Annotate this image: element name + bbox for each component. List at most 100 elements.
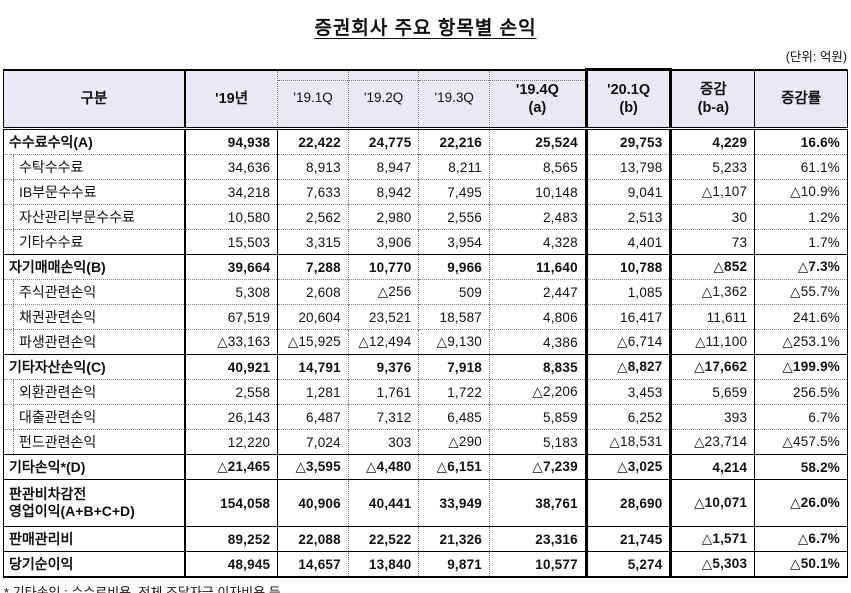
- cell-19q4-a: 23,316: [489, 526, 587, 552]
- cell-year-2019: 154,058: [184, 479, 278, 527]
- cell-19q2: △4,480: [347, 454, 419, 480]
- cell-19q3: 21,326: [418, 526, 490, 552]
- header-19q1: '19.1Q: [277, 69, 349, 130]
- row-label-cell: 수탁수수료: [3, 154, 185, 180]
- header-row: 구분 '19년 '19.1Q '19.2Q '19.3Q '19.4Q (a) …: [3, 68, 848, 130]
- cell-20q1-b: 29,753: [584, 128, 673, 155]
- cell-year-2019: 40,921: [184, 354, 278, 380]
- cell-19q3: 7,495: [418, 179, 490, 205]
- cell-19q4-a: 8,565: [489, 154, 587, 180]
- cell-year-2019: 94,938: [184, 128, 278, 155]
- table-row: 대출관련손익 26,143 6,487 7,312 6,485 5,859 6,…: [3, 404, 848, 430]
- cell-year-2019: 34,218: [184, 179, 278, 205]
- cell-20q1-b: △18,531: [584, 429, 673, 455]
- cell-19q4-a: 25,524: [489, 128, 587, 155]
- row-label-cell: 당기순이익: [3, 551, 185, 577]
- table-row: 기타자산손익(C) 40,921 14,791 9,376 7,918 8,83…: [3, 354, 848, 380]
- cell-change-b-a: △10,071: [670, 479, 755, 527]
- table-row: 주식관련손익 5,308 2,608 △256 509 2,447 1,085 …: [3, 279, 848, 305]
- header-category: 구분: [3, 69, 185, 130]
- profit-loss-table: 구분 '19년 '19.1Q '19.2Q '19.3Q '19.4Q (a) …: [3, 68, 848, 578]
- table-row: 자기매매손익(B) 39,664 7,288 10,770 9,966 11,6…: [3, 254, 848, 280]
- row-label-cell: 펀드관련손익: [3, 429, 185, 455]
- cell-change-b-a: 30: [670, 204, 755, 230]
- cell-year-2019: 34,636: [184, 154, 278, 180]
- cell-19q2: 3,906: [347, 229, 419, 255]
- row-label-cell: 기타손익*(D): [3, 454, 185, 480]
- cell-change-b-a: △5,303: [670, 551, 755, 577]
- cell-change-b-a: 4,214: [670, 454, 755, 480]
- cell-change-rate: 256.5%: [754, 379, 848, 405]
- row-label-cell: 자산관리부문수수료: [3, 204, 185, 230]
- cell-19q2: △12,494: [347, 329, 419, 355]
- cell-change-rate: 58.2%: [754, 454, 848, 480]
- cell-20q1-b: △6,714: [584, 329, 673, 355]
- row-label: 기타자산손익(C): [9, 358, 106, 375]
- footnote: * 기타손익 : 수수료비용, 전체 조달자금 이자비용 등: [4, 585, 281, 593]
- cell-19q4-a: 8,835: [489, 354, 587, 380]
- row-label: 외환관련손익: [19, 383, 97, 400]
- cell-19q2: 8,947: [347, 154, 419, 180]
- cell-19q1: 2,562: [277, 204, 349, 230]
- header-change-b-a: 증감 (b-a): [670, 69, 755, 130]
- cell-19q1: 14,657: [277, 551, 349, 577]
- cell-19q3: 6,485: [418, 404, 490, 430]
- table-row: IB부문수수료 34,218 7,633 8,942 7,495 10,148 …: [3, 179, 848, 205]
- cell-19q3: △6,151: [418, 454, 490, 480]
- cell-year-2019: △33,163: [184, 329, 278, 355]
- cell-19q3: 9,871: [418, 551, 490, 577]
- cell-20q1-b: 6,252: [584, 404, 673, 430]
- row-label: 대출관련손익: [19, 408, 97, 425]
- cell-19q1: 7,024: [277, 429, 349, 455]
- cell-change-rate: △457.5%: [754, 429, 848, 455]
- cell-19q1: 7,633: [277, 179, 349, 205]
- row-label: 자기매매손익(B): [9, 258, 106, 275]
- cell-19q2: 22,522: [347, 526, 419, 552]
- cell-change-rate: △26.0%: [754, 479, 848, 527]
- cell-19q4-a: 38,761: [489, 479, 587, 527]
- cell-year-2019: 48,945: [184, 551, 278, 577]
- cell-change-b-a: △1,362: [670, 279, 755, 305]
- cell-19q4-a: 2,447: [489, 279, 587, 305]
- row-label-cell: 대출관련손익: [3, 404, 185, 430]
- cell-19q3: 2,556: [418, 204, 490, 230]
- row-label-cell: 주식관련손익: [3, 279, 185, 305]
- row-label-cell: 기타자산손익(C): [3, 354, 185, 380]
- cell-year-2019: 67,519: [184, 304, 278, 330]
- cell-change-b-a: 4,229: [670, 128, 755, 155]
- cell-19q1: 22,088: [277, 526, 349, 552]
- table-row: 당기순이익 48,945 14,657 13,840 9,871 10,577 …: [3, 551, 848, 577]
- cell-19q4-a: 2,483: [489, 204, 587, 230]
- table-body: 수수료수익(A) 94,938 22,422 24,775 22,216 25,…: [3, 128, 848, 577]
- cell-change-rate: △199.9%: [754, 354, 848, 380]
- cell-19q4-a: 5,859: [489, 404, 587, 430]
- cell-20q1-b: 10,788: [584, 254, 673, 280]
- row-label: IB부문수수료: [19, 183, 97, 200]
- cell-year-2019: 39,664: [184, 254, 278, 280]
- cell-change-rate: 61.1%: [754, 154, 848, 180]
- cell-change-b-a: 5,659: [670, 379, 755, 405]
- row-label-cell: 기타수수료: [3, 229, 185, 255]
- header-19q3: '19.3Q: [418, 69, 490, 130]
- row-label-cell: 외환관련손익: [3, 379, 185, 405]
- cell-change-rate: 16.6%: [754, 128, 848, 155]
- cell-year-2019: 5,308: [184, 279, 278, 305]
- cell-19q4-a: 10,577: [489, 551, 587, 577]
- cell-change-b-a: △23,714: [670, 429, 755, 455]
- cell-change-rate: △10.9%: [754, 179, 848, 205]
- header-year-2019: '19년: [184, 69, 278, 130]
- cell-19q2: 8,942: [347, 179, 419, 205]
- table-row: 외환관련손익 2,558 1,281 1,761 1,722 △2,206 3,…: [3, 379, 848, 405]
- cell-19q1: 20,604: [277, 304, 349, 330]
- cell-19q4-a: 10,148: [489, 179, 587, 205]
- cell-19q4-a: 4,806: [489, 304, 587, 330]
- cell-19q2: 10,770: [347, 254, 419, 280]
- cell-20q1-b: 1,085: [584, 279, 673, 305]
- table-row: 판관비차감전 영업이익(A+B+C+D) 154,058 40,906 40,4…: [3, 479, 848, 527]
- cell-year-2019: 2,558: [184, 379, 278, 405]
- cell-20q1-b: 16,417: [584, 304, 673, 330]
- cell-19q1: △3,595: [277, 454, 349, 480]
- cell-change-b-a: △11,100: [670, 329, 755, 355]
- cell-19q2: 2,980: [347, 204, 419, 230]
- cell-change-rate: △6.7%: [754, 526, 848, 552]
